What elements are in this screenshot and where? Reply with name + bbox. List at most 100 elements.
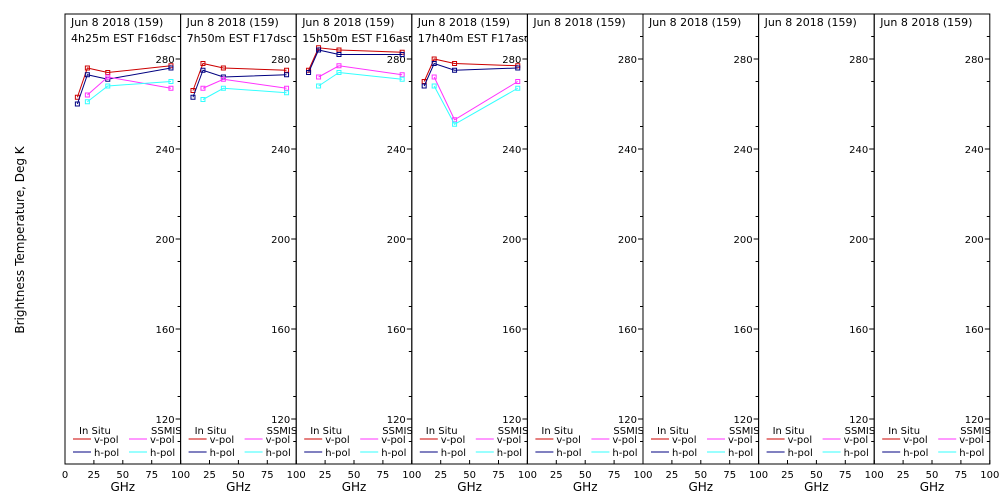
y-tick-label: 200 — [734, 235, 753, 246]
legend-header-insitu: In Situ — [195, 426, 227, 437]
y-tick-label: 240 — [502, 145, 521, 156]
legend-label: v-pol — [441, 435, 466, 446]
data-point — [168, 79, 174, 84]
series-line — [202, 87, 287, 100]
data-point — [220, 65, 226, 71]
panel-subtitle: 4h25m EST F16dsc — [71, 32, 176, 45]
data-point — [515, 65, 521, 71]
y-tick-label: 160 — [271, 325, 290, 336]
x-tick-label: 75 — [839, 470, 852, 481]
x-tick-label: 50 — [116, 470, 129, 481]
legend-label: h-pol — [210, 448, 235, 459]
legend-label: h-pol — [497, 448, 522, 459]
legend-label: v-pol — [94, 435, 119, 446]
legend-header-ssmis: SSMIS — [960, 426, 991, 437]
y-tick-label: 280 — [271, 55, 290, 66]
data-point — [220, 85, 226, 91]
legend-label: v-pol — [788, 435, 813, 446]
panel-title: Jun 8 2018 (159) — [301, 16, 394, 29]
y-tick-label: 120 — [387, 415, 406, 426]
panel-7: Jun 8 2018 (159) 120 160 200 240 280 25 50 75 100… — [758, 13, 884, 494]
y-tick-label: 280 — [849, 55, 868, 66]
data-point — [200, 85, 206, 91]
data-point — [284, 72, 290, 78]
x-tick-label: 0 — [62, 470, 68, 481]
y-tick-label: 200 — [271, 235, 290, 246]
series-line — [192, 62, 287, 91]
x-tick-label: 75 — [145, 470, 158, 481]
panel-5: Jun 8 2018 (159) 120 160 200 240 280 25 50 75 100… — [526, 13, 653, 494]
series-line — [433, 76, 519, 121]
y-tick-label: 240 — [618, 145, 637, 156]
data-point — [515, 85, 521, 91]
data-point — [336, 70, 342, 75]
x-tick-label: 50 — [232, 470, 245, 481]
legend-label: v-pol — [497, 435, 522, 446]
legend-header-insitu: In Situ — [773, 426, 805, 437]
data-point — [84, 72, 90, 78]
legend-label: h-pol — [556, 448, 581, 459]
x-axis-label: GHz — [457, 480, 482, 494]
data-point — [168, 85, 174, 91]
panel-title: Jun 8 2018 (159) — [879, 16, 972, 29]
data-point — [306, 70, 312, 75]
panel-title: Jun 8 2018 (159) — [186, 16, 279, 29]
y-tick-label: 200 — [849, 235, 868, 246]
series-line — [433, 85, 519, 125]
legend-label: h-pol — [612, 448, 637, 459]
y-tick-label: 200 — [618, 235, 637, 246]
panel-title: Jun 8 2018 (159) — [764, 16, 857, 29]
x-axis-label: GHz — [573, 480, 598, 494]
data-point — [399, 52, 405, 57]
legend-header-insitu: In Situ — [79, 426, 111, 437]
y-tick-label: 160 — [849, 325, 868, 336]
panel-subtitle: 17h40m EST F17asc — [418, 32, 530, 45]
legend-header-insitu: In Situ — [888, 426, 920, 437]
legend-header-ssmis: SSMIS — [729, 426, 760, 437]
panel-3: Jun 8 2018 (159) 15h50m EST F16asc 120 160 2… — [295, 13, 421, 494]
y-tick-label: 280 — [387, 55, 406, 66]
panel-2: Jun 8 2018 (159) 7h50m EST F17dsc 120 160 20… — [180, 13, 306, 494]
series-line — [202, 78, 287, 89]
x-tick-label: 25 — [897, 470, 910, 481]
data-point — [84, 99, 90, 105]
x-tick-label: 100 — [749, 470, 768, 481]
y-tick-label: 240 — [271, 145, 290, 156]
data-point — [105, 74, 111, 80]
y-tick-label: 240 — [965, 145, 984, 156]
x-tick-label: 100 — [287, 470, 306, 481]
y-tick-label: 120 — [502, 415, 521, 426]
panel-4: Jun 8 2018 (159) 17h40m EST F17asc 120 160 2… — [411, 13, 537, 494]
series-line — [76, 65, 172, 98]
data-point — [452, 61, 458, 66]
x-tick-label: 25 — [666, 470, 679, 481]
data-point — [431, 74, 437, 80]
data-point — [452, 121, 458, 127]
legend-label: h-pol — [788, 448, 813, 459]
data-point — [284, 90, 290, 96]
y-tick-label: 160 — [156, 325, 175, 336]
data-point — [84, 65, 90, 71]
data-point — [399, 76, 405, 82]
legend-header-insitu: In Situ — [657, 426, 689, 437]
x-axis-label: GHz — [110, 480, 135, 494]
legend-header-ssmis: SSMIS — [382, 426, 413, 437]
x-tick-label: 25 — [781, 470, 794, 481]
x-tick-label: 100 — [980, 470, 999, 481]
legend-label: v-pol — [959, 435, 984, 446]
data-point — [316, 83, 322, 89]
legend-label: v-pol — [612, 435, 637, 446]
panel-subtitle: 7h50m EST F17dsc — [187, 32, 292, 45]
legend-header-ssmis: SSMIS — [845, 426, 876, 437]
x-tick-label: 50 — [463, 470, 476, 481]
data-point — [336, 63, 342, 69]
x-tick-label: 75 — [261, 470, 274, 481]
legend-label: v-pol — [266, 435, 291, 446]
data-point — [220, 76, 226, 82]
x-tick-label: 50 — [579, 470, 592, 481]
legend-header-ssmis: SSMIS — [267, 426, 298, 437]
legend-label: h-pol — [325, 448, 350, 459]
x-tick-label: 25 — [203, 470, 216, 481]
series-line — [192, 69, 287, 98]
x-tick-label: 25 — [319, 470, 332, 481]
